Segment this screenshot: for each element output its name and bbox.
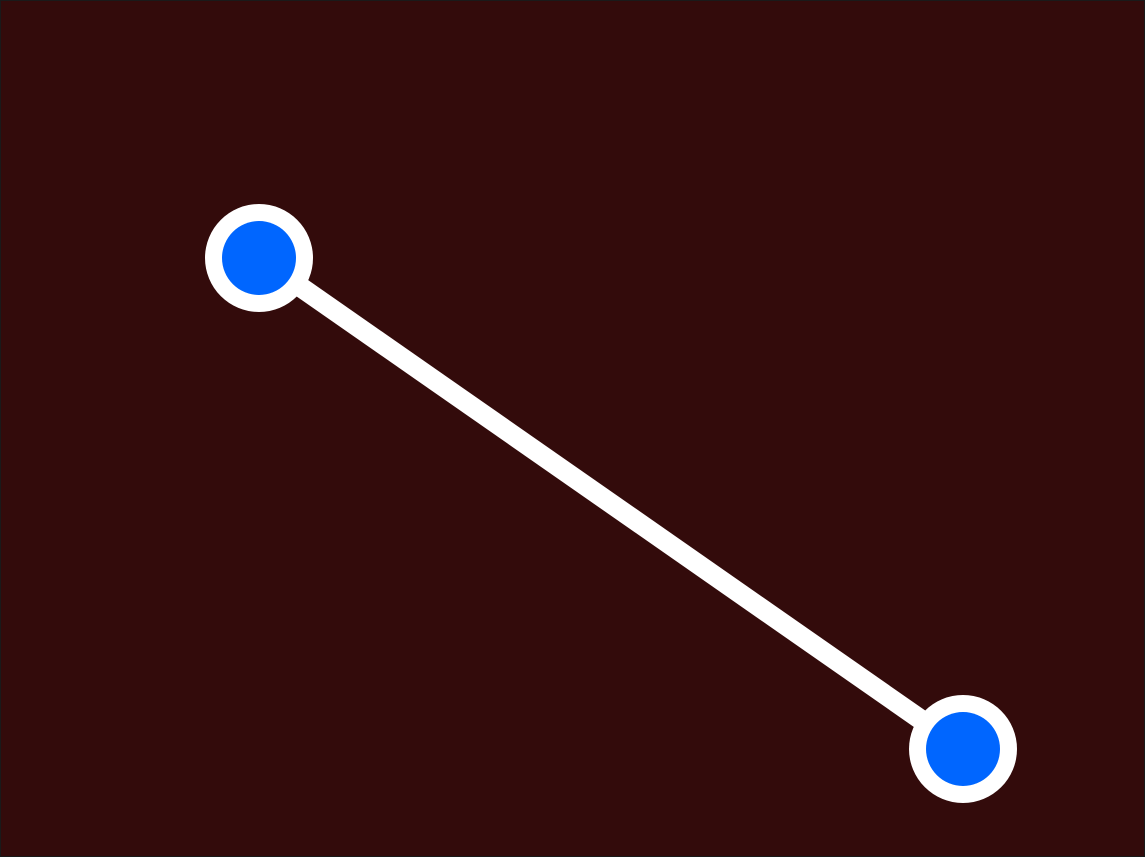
start-handle-dot[interactable] bbox=[222, 221, 296, 295]
start-handle[interactable] bbox=[205, 204, 313, 312]
end-handle-dot[interactable] bbox=[926, 712, 1000, 786]
end-handle[interactable] bbox=[909, 695, 1017, 803]
line-segment[interactable] bbox=[253, 249, 969, 758]
